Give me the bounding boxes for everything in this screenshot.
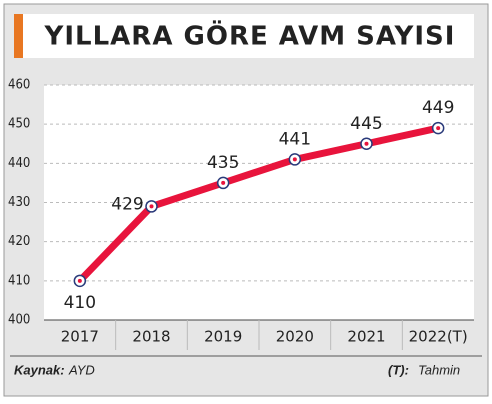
point-center (221, 180, 226, 185)
source: AYD (68, 362, 95, 377)
data-label: 435 (207, 153, 239, 173)
data-label: 410 (64, 293, 96, 313)
x-tick-label: 2017 (61, 328, 99, 346)
data-label: 429 (111, 194, 143, 214)
y-tick-label: 460 (8, 78, 30, 93)
point-center (364, 141, 369, 146)
x-tick-label: 2022(T) (409, 328, 468, 346)
data-label: 441 (279, 129, 311, 149)
source-label: Kaynak: (14, 362, 65, 377)
x-tick-label: 2021 (347, 328, 385, 346)
title-accent (14, 14, 23, 58)
x-tick-label: 2019 (204, 328, 242, 346)
title-box (14, 14, 474, 58)
line (77, 124, 439, 284)
y-tick-label: 430 (8, 195, 30, 210)
data-label: 445 (350, 114, 382, 134)
chart-title: YILLARA GÖRE AVM SAYISI (44, 19, 456, 52)
point-center (292, 157, 297, 162)
plot-area (44, 85, 474, 320)
y-tick-label: 450 (8, 117, 30, 132)
data-label: 449 (422, 98, 454, 118)
y-tick-label: 440 (8, 156, 30, 171)
y-tick-label: 420 (8, 234, 30, 249)
point-center (436, 126, 441, 131)
point-center (77, 278, 82, 283)
point-center (149, 204, 154, 209)
y-tick-label: 400 (8, 313, 30, 328)
note-label: (T): (388, 362, 409, 377)
note: Tahmin (418, 362, 460, 377)
y-tick-label: 410 (8, 273, 30, 288)
x-tick-label: 2020 (276, 328, 314, 346)
x-tick-label: 2018 (132, 328, 170, 346)
